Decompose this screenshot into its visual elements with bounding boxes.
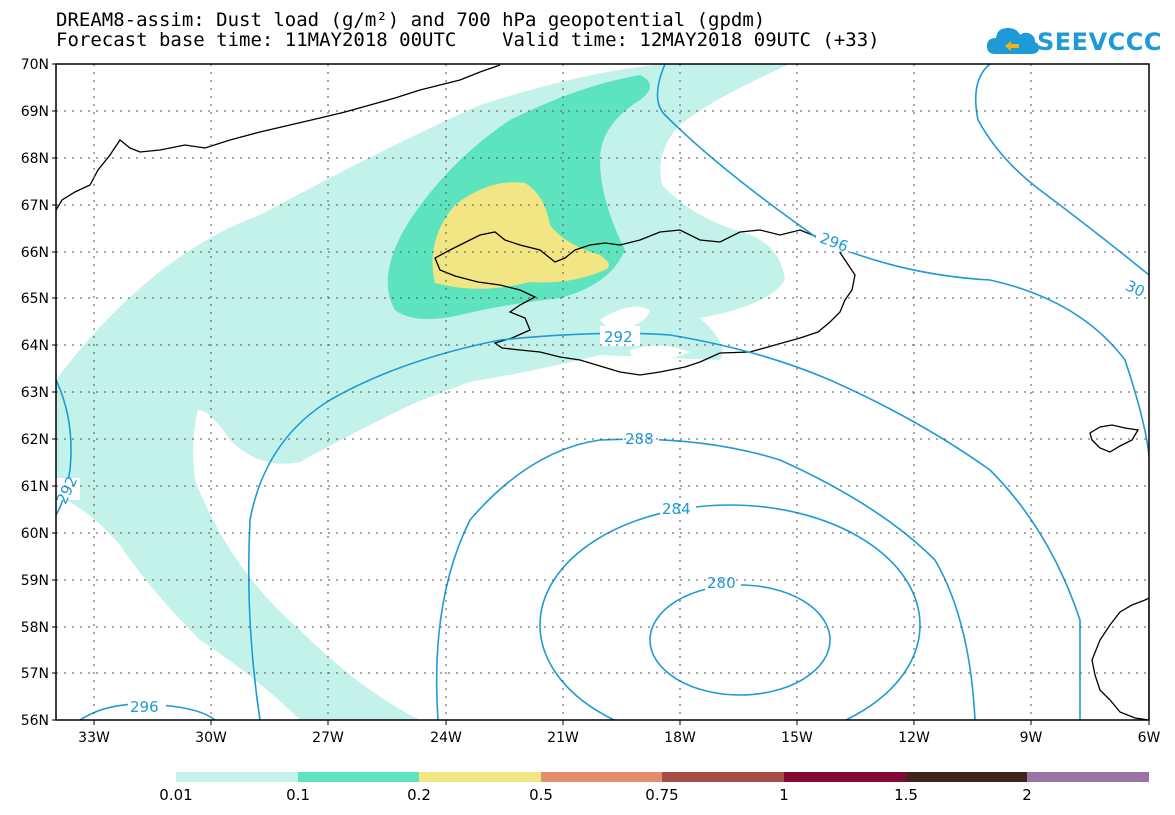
- lat-label: 62N: [21, 432, 49, 448]
- dust-gap: [600, 306, 650, 330]
- lon-label: 24W: [430, 730, 462, 746]
- contour-296-north: [656, 64, 1149, 456]
- chart-title-line1: DREAM8-assim: Dust load (g/m²) and 700 h…: [56, 9, 766, 31]
- colorbar: [176, 772, 1149, 782]
- colorbar-label: 0.5: [529, 786, 553, 804]
- lon-label: 6W: [1138, 730, 1161, 746]
- lon-label: 12W: [898, 730, 930, 746]
- colorbar-label: 1.5: [894, 786, 918, 804]
- lon-label: 9W: [1020, 730, 1043, 746]
- colorbar-swatch: [541, 772, 662, 782]
- contour-label-284: 284: [662, 500, 691, 518]
- faroe-islands: [1089, 424, 1140, 453]
- lat-label: 56N: [21, 713, 49, 729]
- graticule: [56, 64, 1149, 720]
- colorbar-label: 0.01: [159, 786, 192, 804]
- dust-band-0.2: [432, 182, 609, 289]
- scotland-coast: [1091, 597, 1149, 720]
- colorbar-label: 0.75: [645, 786, 678, 804]
- seevccc-logo: SEEVCCC: [985, 14, 1162, 64]
- logo-text: SEEVCCC: [1037, 28, 1162, 56]
- colorbar-swatch: [298, 772, 419, 782]
- lat-label: 65N: [21, 291, 49, 307]
- contour-292: [247, 332, 1081, 720]
- colorbar-swatch: [419, 772, 541, 782]
- lon-label: 33W: [78, 730, 110, 746]
- lon-label: 21W: [547, 730, 579, 746]
- iceland-coast: [434, 229, 856, 376]
- colorbar-label: 0.2: [407, 786, 431, 804]
- geopotential-contours: [56, 64, 1149, 720]
- colorbar-swatch: [176, 772, 298, 782]
- lon-ticks: [93, 720, 1150, 725]
- lon-label: 18W: [664, 730, 696, 746]
- lat-label: 68N: [21, 151, 49, 167]
- lat-label: 61N: [21, 479, 49, 495]
- lon-label: 15W: [781, 730, 813, 746]
- lat-label: 59N: [21, 573, 49, 589]
- greenland-coast: [56, 64, 501, 211]
- colorbar-swatch: [906, 772, 1027, 782]
- lat-label: 64N: [21, 338, 49, 354]
- colorbar-swatch: [784, 772, 906, 782]
- coastlines: [56, 64, 1149, 720]
- contour-288: [435, 438, 976, 720]
- colorbar-label: 0.1: [286, 786, 310, 804]
- lon-label: 27W: [312, 730, 344, 746]
- contour-label-288: 288: [625, 430, 654, 448]
- lat-label: 66N: [21, 245, 49, 261]
- lat-label: 69N: [21, 104, 49, 120]
- contour-label-280: 280: [707, 574, 736, 592]
- colorbar-swatch: [662, 772, 784, 782]
- lat-label: 57N: [21, 666, 49, 682]
- chart-title-line2: Forecast base time: 11MAY2018 00UTC Vali…: [56, 29, 880, 51]
- dust-gap: [630, 345, 690, 360]
- cloud-icon: [987, 28, 1040, 54]
- lat-label: 60N: [21, 526, 49, 542]
- colorbar-label: 2: [1022, 786, 1032, 804]
- contour-300: [974, 64, 1149, 276]
- contour-284: [539, 504, 921, 720]
- lat-label: 58N: [21, 620, 49, 636]
- lat-label: 67N: [21, 198, 49, 214]
- colorbar-swatch: [1027, 772, 1149, 782]
- contour-280: [649, 584, 831, 696]
- lon-label: 30W: [195, 730, 227, 746]
- colorbar-label: 1: [779, 786, 789, 804]
- lat-label: 70N: [21, 57, 49, 73]
- contour-292-west: [56, 379, 72, 516]
- contour-label-292: 292: [604, 328, 633, 346]
- lat-label: 63N: [21, 385, 49, 401]
- lat-ticks: [52, 63, 56, 721]
- contour-label-296-south: 296: [130, 698, 159, 716]
